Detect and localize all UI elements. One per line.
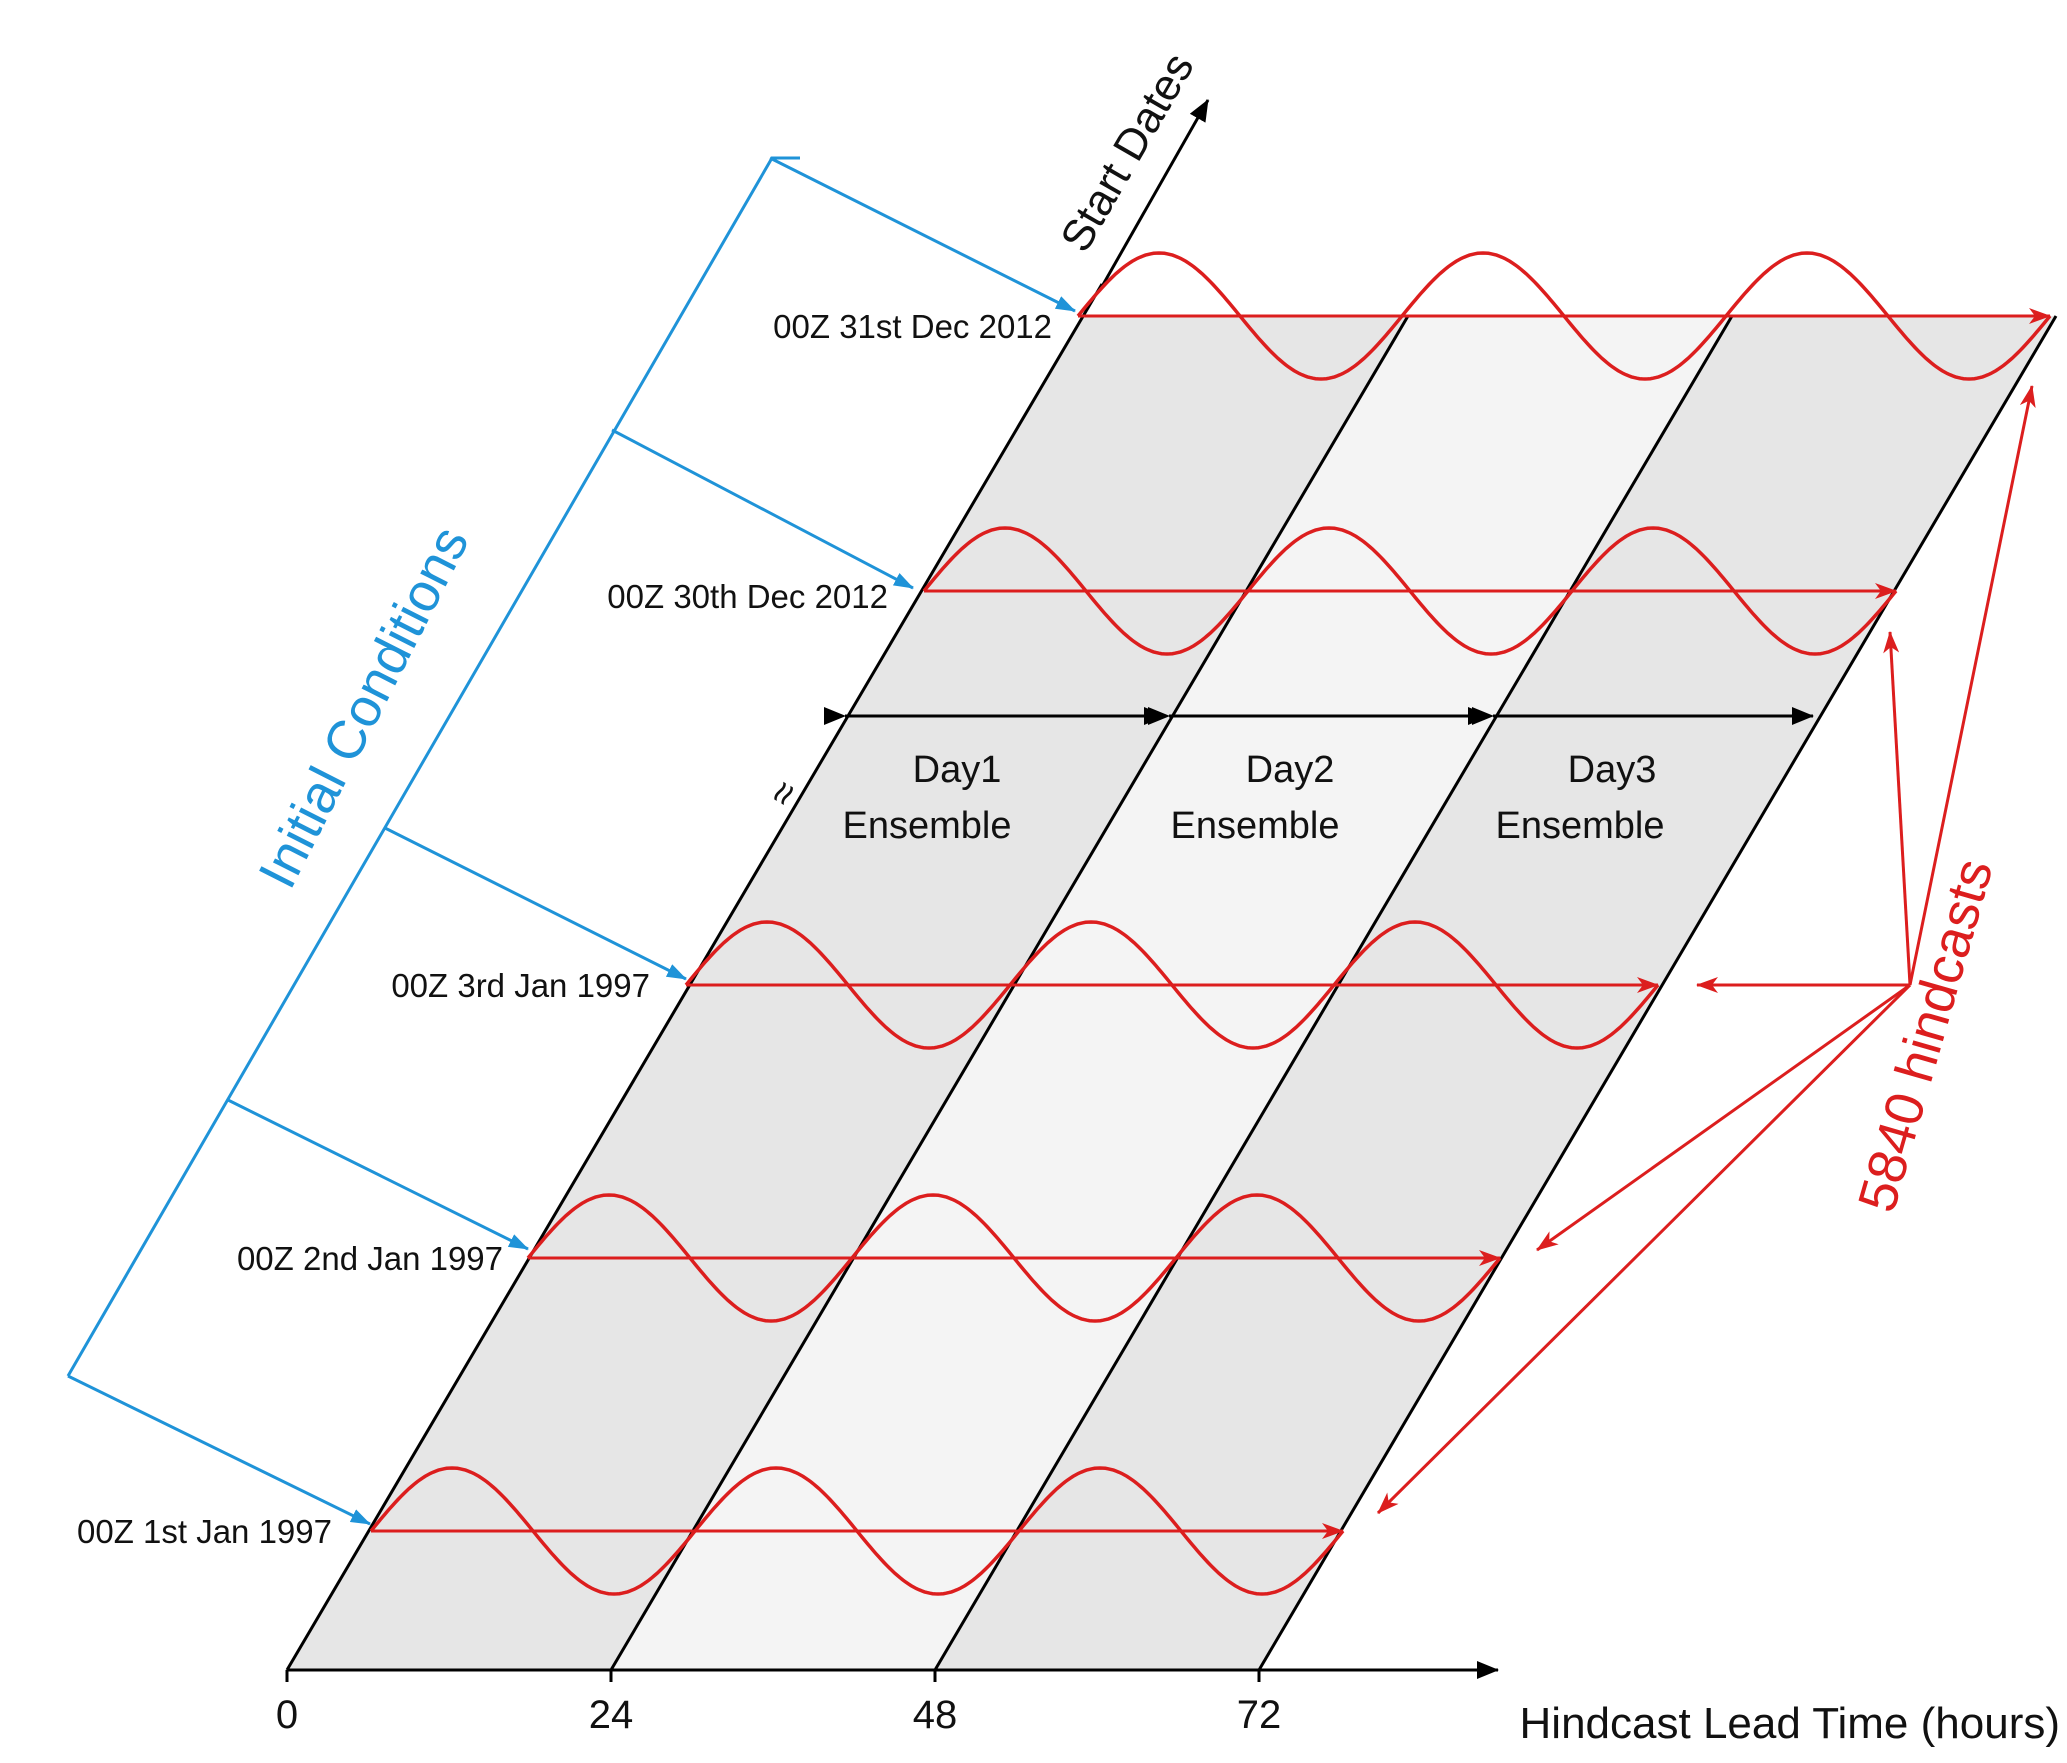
start-date-label: 00Z 1st Jan 1997 [77, 1513, 332, 1550]
pointer-to-run-5 [1908, 385, 2036, 986]
pointer-to-run-1 [1376, 983, 1912, 1515]
start-date-label: 00Z 30th Dec 2012 [607, 578, 888, 615]
hindcasts-pointers [1376, 385, 2036, 1515]
day2-ensemble-label: Ensemble [1171, 805, 1340, 847]
ic-pointer-4 [611, 428, 914, 590]
start-date-label: 00Z 31st Dec 2012 [773, 308, 1052, 345]
pointer-to-run-4 [1883, 631, 1912, 986]
tick-label-72: 72 [1237, 1693, 1282, 1737]
ic-pointer-3 [384, 826, 687, 981]
start-dates-axis-arrow [1098, 99, 1210, 291]
lead-time-ticks [285, 1670, 1261, 1682]
band-day2 [611, 316, 1732, 1670]
tick-label-24: 24 [589, 1693, 634, 1737]
lead-time-axis-title: Hindcast Lead Time (hours) [1520, 1699, 2060, 1748]
day2-label: Day2 [1246, 749, 1335, 791]
day3-label: Day3 [1568, 749, 1657, 791]
boundary-line-72h [1257, 315, 2058, 1671]
tick-label-48: 48 [913, 1693, 958, 1737]
day-bands [287, 316, 2056, 1670]
hindcast-runs [369, 251, 2052, 1596]
band-day3 [935, 316, 2056, 1670]
tick-label-0: 0 [276, 1693, 298, 1737]
day1-ensemble-label: Ensemble [843, 805, 1012, 847]
ic-pointer-2 [227, 1098, 529, 1251]
day1-label: Day1 [913, 749, 1002, 791]
boundary-line-48h [933, 315, 1734, 1671]
day3-ensemble-label: Ensemble [1496, 805, 1665, 847]
start-date-label: 00Z 3rd Jan 1997 [391, 967, 650, 1004]
band-day1 [287, 316, 1408, 1670]
ic-pointer-1 [67, 1374, 371, 1526]
lead-time-boundaries [285, 283, 2058, 1671]
boundary-line-24h [609, 315, 1410, 1671]
ic-pointer-5 [769, 156, 1076, 313]
pointer-to-run-2 [1536, 983, 1911, 1252]
start-dates-axis-title: Start Dates [1051, 45, 1203, 260]
initial-conditions-bracket [66, 156, 1076, 1526]
start-date-label: 00Z 2nd Jan 1997 [237, 1240, 503, 1277]
initial-conditions-label: Initial Conditions [247, 517, 480, 897]
